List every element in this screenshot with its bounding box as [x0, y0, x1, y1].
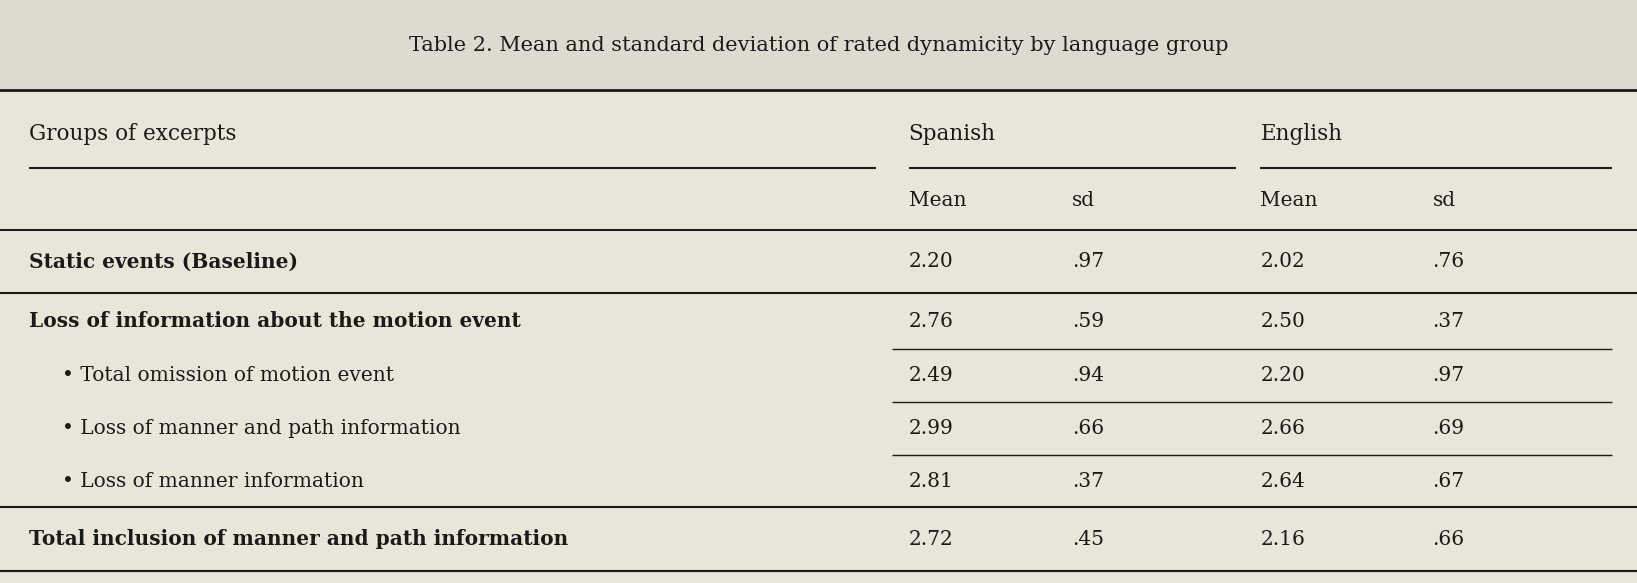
Text: Mean: Mean: [909, 191, 966, 210]
Text: .37: .37: [1072, 472, 1105, 490]
Text: .67: .67: [1432, 472, 1465, 490]
Text: .94: .94: [1072, 366, 1105, 385]
Text: English: English: [1260, 122, 1342, 145]
Text: sd: sd: [1072, 191, 1095, 210]
Text: .76: .76: [1432, 252, 1465, 271]
Text: Total inclusion of manner and path information: Total inclusion of manner and path infor…: [29, 529, 568, 549]
Text: Loss of information about the motion event: Loss of information about the motion eve…: [29, 311, 521, 331]
Text: sd: sd: [1432, 191, 1455, 210]
Text: 2.50: 2.50: [1260, 312, 1305, 331]
Text: • Loss of manner information: • Loss of manner information: [62, 472, 363, 490]
Text: 2.49: 2.49: [909, 366, 953, 385]
Text: 2.66: 2.66: [1260, 419, 1305, 438]
Text: Mean: Mean: [1260, 191, 1318, 210]
Text: 2.81: 2.81: [909, 472, 953, 490]
Text: .66: .66: [1072, 419, 1105, 438]
Text: .45: .45: [1072, 530, 1105, 549]
Text: .59: .59: [1072, 312, 1105, 331]
Text: • Total omission of motion event: • Total omission of motion event: [62, 366, 395, 385]
Text: Groups of excerpts: Groups of excerpts: [29, 122, 237, 145]
Text: 2.72: 2.72: [909, 530, 953, 549]
Text: Table 2. Mean and standard deviation of rated dynamicity by language group: Table 2. Mean and standard deviation of …: [409, 36, 1228, 55]
Text: 2.99: 2.99: [909, 419, 953, 438]
Text: .69: .69: [1432, 419, 1465, 438]
Text: • Loss of manner and path information: • Loss of manner and path information: [62, 419, 462, 438]
Text: 2.64: 2.64: [1260, 472, 1305, 490]
Text: 2.16: 2.16: [1260, 530, 1305, 549]
Text: 2.76: 2.76: [909, 312, 953, 331]
Text: 2.20: 2.20: [909, 252, 953, 271]
Text: 2.20: 2.20: [1260, 366, 1305, 385]
Text: .97: .97: [1432, 366, 1465, 385]
Text: .37: .37: [1432, 312, 1465, 331]
Text: Spanish: Spanish: [909, 122, 995, 145]
Text: Static events (Baseline): Static events (Baseline): [29, 251, 298, 272]
Bar: [0, 0, 1637, 90]
Text: .97: .97: [1072, 252, 1105, 271]
Text: .66: .66: [1432, 530, 1465, 549]
Text: 2.02: 2.02: [1260, 252, 1305, 271]
